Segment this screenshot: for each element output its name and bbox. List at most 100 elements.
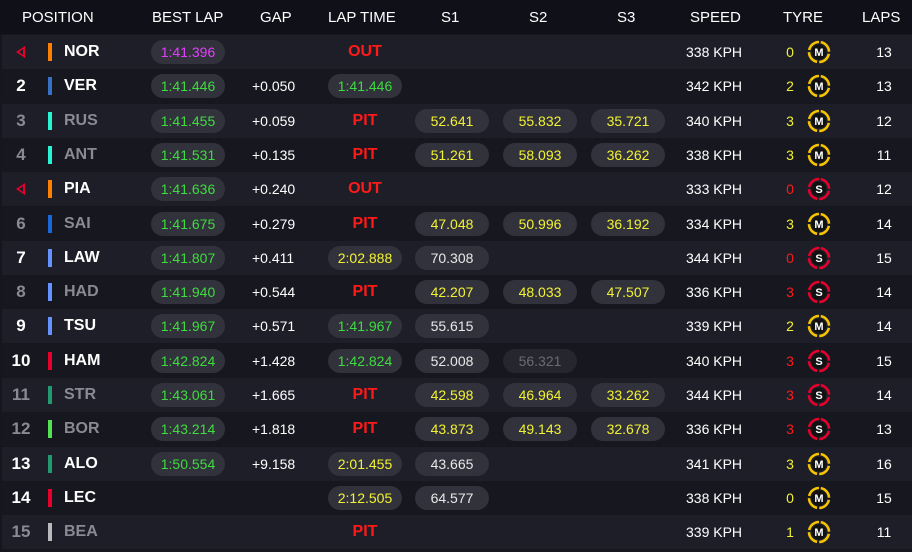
header-best-lap[interactable]: BEST LAP xyxy=(152,9,224,26)
header-position[interactable]: POSITION xyxy=(22,9,94,26)
header-s1[interactable]: S1 xyxy=(441,9,460,26)
status-label: PIT xyxy=(352,420,378,438)
driver-code: SAI xyxy=(64,214,91,232)
tyre-compound-icon: M xyxy=(807,486,831,510)
tyre-compound-letter: S xyxy=(815,356,822,368)
driver-row[interactable]: 11 STR 1:43.061 +1.665 PIT 42.598 46.964 33.262… xyxy=(2,378,912,412)
last-lap-time: 1:41.967 xyxy=(328,314,402,339)
driver-code: STR xyxy=(64,386,96,403)
sector-1-time: 47.048 xyxy=(415,211,489,236)
sector-1-time: 42.598 xyxy=(415,383,489,407)
lap-count: 15 xyxy=(876,489,892,506)
speed-trap: 344 KPH xyxy=(686,249,743,266)
driver-code: BEA xyxy=(64,523,98,541)
team-color-bar xyxy=(48,317,52,336)
best-lap-time: 1:43.061 xyxy=(151,383,225,407)
position-number: 14 xyxy=(11,487,31,507)
tyre-age: 3 xyxy=(786,387,794,403)
last-lap-time: 1:42.824 xyxy=(328,348,402,373)
speed-trap: 339 KPH xyxy=(686,524,743,541)
tyre-age: 1 xyxy=(786,524,794,541)
driver-row[interactable]: 7 LAW 1:41.807 +0.411 2:02.888 70.308 344 KPH 0… xyxy=(2,240,912,275)
team-color-bar xyxy=(48,523,52,542)
best-lap-time: 1:41.446 xyxy=(151,74,225,99)
driver-row[interactable]: 9 TSU 1:41.967 +0.571 1:41.967 55.615 339 KPH 2… xyxy=(2,309,912,344)
position-number: 11 xyxy=(12,385,30,404)
gap-value: +1.665 xyxy=(252,387,296,403)
driver-code: LAW xyxy=(64,248,100,266)
header-lap-time[interactable]: LAP TIME xyxy=(328,9,396,26)
tyre-compound-icon: M xyxy=(807,40,831,64)
speed-trap: 338 KPH xyxy=(686,44,743,60)
header-s3[interactable]: S3 xyxy=(617,9,636,26)
tyre-compound-letter: S xyxy=(815,253,822,265)
tyre-compound-icon: S xyxy=(807,246,831,270)
driver-row[interactable]: 14 LEC 2:12.505 64.577 338 KPH 0 M 15 xyxy=(2,480,912,515)
tyre-age: 0 xyxy=(786,489,794,506)
team-color-bar xyxy=(48,420,52,439)
speed-trap: 338 KPH xyxy=(686,146,743,163)
speed-trap: 333 KPH xyxy=(686,181,743,198)
driver-row[interactable]: 12 BOR 1:43.214 +1.818 PIT 43.873 49.143 32.678… xyxy=(2,412,912,447)
tyre-age: 0 xyxy=(786,181,794,198)
status-label: PIT xyxy=(352,523,378,541)
table-header: POSITION BEST LAP GAP LAP TIME S1 S2 S3 … xyxy=(0,0,912,34)
sector-1-time: 70.308 xyxy=(415,245,489,270)
header-speed[interactable]: SPEED xyxy=(690,9,741,26)
sector-1-time: 51.261 xyxy=(415,142,489,167)
driver-row[interactable]: 3 RUS 1:41.455 +0.059 PIT 52.641 55.832 35.721 3… xyxy=(2,103,912,138)
tyre-age: 0 xyxy=(786,249,794,266)
driver-row[interactable]: PIA 1:41.636 +0.240 OUT 333 KPH 0 S 12 xyxy=(2,172,912,207)
retired-arrow-icon xyxy=(16,46,25,58)
tyre-compound-letter: M xyxy=(814,493,823,505)
driver-row[interactable]: NOR 1:41.396 OUT 338 KPH 0 M 13 xyxy=(2,35,912,69)
tyre-age: 0 xyxy=(786,44,794,60)
driver-row[interactable]: 13 ALO 1:50.554 +9.158 2:01.455 43.665 341 KPH… xyxy=(2,446,912,481)
speed-trap: 336 KPH xyxy=(686,421,743,438)
tyre-age: 3 xyxy=(786,112,794,129)
driver-row[interactable]: 6 SAI 1:41.675 +0.279 PIT 47.048 50.996 36.192 3… xyxy=(2,206,912,241)
team-color-bar xyxy=(48,283,52,302)
tyre-age: 3 xyxy=(786,146,794,163)
driver-row[interactable]: 8 HAD 1:41.940 +0.544 PIT 42.207 48.033 47.507 3… xyxy=(2,275,912,310)
last-lap-time: 2:12.505 xyxy=(328,485,402,510)
sector-3-time: 36.192 xyxy=(591,211,665,236)
driver-row[interactable]: 10 HAM 1:42.824 +1.428 1:42.824 52.008 56.321 3… xyxy=(2,343,912,378)
lap-count: 14 xyxy=(876,387,892,403)
tyre-age: 2 xyxy=(786,318,794,335)
best-lap-time: 1:43.214 xyxy=(151,417,225,442)
header-laps[interactable]: LAPS xyxy=(862,9,901,26)
status-label: PIT xyxy=(352,386,378,403)
status-label: PIT xyxy=(352,283,378,301)
lap-count: 12 xyxy=(876,112,892,129)
sector-1-time: 52.008 xyxy=(415,348,489,373)
status-label: PIT xyxy=(352,214,378,232)
tyre-compound-icon: S xyxy=(807,280,831,304)
gap-value: +0.135 xyxy=(252,146,296,163)
gap-value: +1.428 xyxy=(252,352,296,369)
lap-count: 15 xyxy=(876,352,892,369)
tyre-compound-icon: S xyxy=(807,177,831,201)
status-label: OUT xyxy=(348,180,382,198)
best-lap-time: 1:50.554 xyxy=(151,451,225,476)
driver-code: RUS xyxy=(64,111,98,129)
tyre-age: 3 xyxy=(786,455,794,472)
driver-code: PIA xyxy=(64,180,91,198)
driver-code: NOR xyxy=(64,43,100,60)
status-label: PIT xyxy=(352,111,378,129)
last-lap-time: 2:02.888 xyxy=(328,245,402,270)
tyre-compound-letter: S xyxy=(815,424,822,436)
header-s2[interactable]: S2 xyxy=(529,9,548,26)
sector-1-time: 52.641 xyxy=(415,108,489,133)
speed-trap: 336 KPH xyxy=(686,284,743,301)
best-lap-time: 1:41.940 xyxy=(151,280,225,305)
header-tyre[interactable]: TYRE xyxy=(783,9,824,26)
sector-2-time: 55.832 xyxy=(503,108,577,133)
driver-row[interactable]: 4 ANT 1:41.531 +0.135 PIT 51.261 58.093 36.262 3… xyxy=(2,137,912,172)
team-color-bar xyxy=(48,214,52,233)
header-gap[interactable]: GAP xyxy=(260,9,292,26)
sector-2-time: 50.996 xyxy=(503,211,577,236)
driver-row[interactable]: 2 VER 1:41.446 +0.050 1:41.446 342 KPH 2 M 13 xyxy=(2,69,912,104)
driver-row[interactable]: 15 BEA PIT 339 KPH 1 M 11 xyxy=(2,515,912,550)
